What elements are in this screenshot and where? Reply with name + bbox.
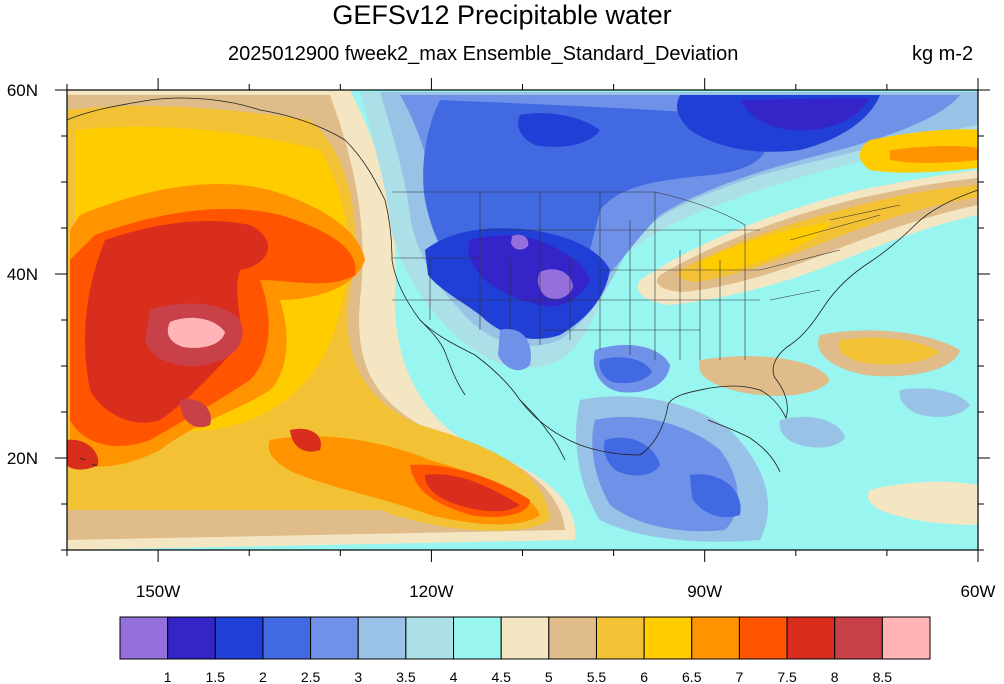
- x-tick-label: 120W: [409, 582, 453, 601]
- colorbar-label: 1.5: [206, 669, 226, 684]
- x-tick-label: 150W: [136, 582, 180, 601]
- colorbar-label: 6: [640, 669, 648, 684]
- colorbar-label: 1: [164, 669, 172, 684]
- colorbar-label: 7.5: [777, 669, 797, 684]
- coastlines: [67, 97, 978, 473]
- colorbar-swatch: [500, 616, 550, 660]
- axis-ticks: [55, 78, 990, 562]
- plot-subtitle: 2025012900 fweek2_max Ensemble_Standard_…: [228, 43, 739, 65]
- y-tick-label: 40N: [7, 265, 38, 284]
- colorbar-label: 5.5: [587, 669, 607, 684]
- colorbar-swatch: [167, 616, 216, 660]
- colorbar-swatch: [453, 616, 502, 660]
- colorbar-swatch: [310, 616, 359, 660]
- us-state-borders: [392, 191, 901, 360]
- colorbar-label: 4.5: [491, 669, 511, 684]
- colorbar-label: 3.5: [396, 669, 416, 684]
- y-tick-label: 60N: [7, 81, 38, 100]
- y-tick-label: 20N: [7, 449, 38, 468]
- colorbar-swatch: [691, 616, 740, 660]
- colorbar-label: 5: [545, 669, 553, 684]
- x-tick-label: 60W: [961, 582, 996, 601]
- units-label: kg m-2: [912, 43, 974, 65]
- colorbar-label: 8.5: [873, 669, 893, 684]
- colorbar-label: 4: [450, 669, 458, 684]
- colorbar-label: 2.5: [301, 669, 321, 684]
- colorbar-swatch: [405, 616, 455, 660]
- colorbar: 1 1.5 2 2.5 3 3.5 4 4.5 5 5.5 6 6.5 7 7.5 8 8.5: [119, 616, 931, 684]
- colorbar-swatch: [643, 616, 693, 660]
- colorbar-swatch: [738, 616, 788, 660]
- contour-field: [67, 90, 978, 550]
- colorbar-swatch: [548, 616, 597, 660]
- plot-title: GEFSv12 Precipitable water: [332, 0, 672, 30]
- x-tick-label: 90W: [687, 582, 722, 601]
- colorbar-label: 7: [736, 669, 744, 684]
- axis-labels: 150W 120W 90W 60W 60N 40N 20N: [7, 81, 996, 601]
- colorbar-swatch: [119, 616, 169, 660]
- colorbar-label: 3: [354, 669, 362, 684]
- colorbar-swatch: [786, 616, 836, 660]
- colorbar-swatch: [357, 616, 407, 660]
- colorbar-swatch: [834, 616, 883, 660]
- colorbar-label: 6.5: [682, 669, 702, 684]
- colorbar-label: 2: [259, 669, 267, 684]
- colorbar-swatch: [595, 616, 645, 660]
- colorbar-swatch: [262, 616, 312, 660]
- colorbar-label: 8: [831, 669, 839, 684]
- colorbar-swatch: [881, 616, 931, 660]
- colorbar-swatch: [214, 616, 264, 660]
